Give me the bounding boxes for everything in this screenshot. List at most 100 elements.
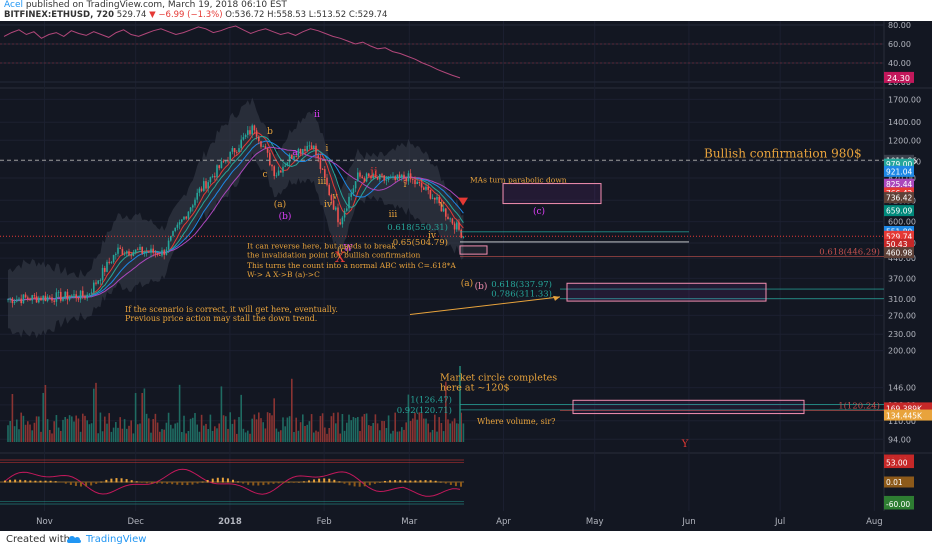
volume-bar (266, 412, 269, 442)
candle-body (277, 170, 280, 176)
candle-body (150, 248, 152, 253)
author-link[interactable]: Acel (4, 0, 23, 10)
price-scale-label: 600.00 (888, 218, 916, 227)
volume-bar (328, 427, 330, 442)
abc-annotation: This turns the count into a normal ABC w… (247, 261, 456, 270)
histogram-bar (14, 479, 17, 483)
histogram-bar (74, 482, 77, 486)
histogram-bar (297, 481, 300, 483)
candle-body (357, 172, 359, 182)
volume-bar (326, 433, 328, 442)
volume-bar (374, 414, 377, 442)
volume-bar (119, 417, 121, 442)
target-box-b (502, 183, 602, 205)
price-badge-label: 50.43 (886, 240, 908, 249)
volume-bar (104, 416, 106, 442)
volume-bar (42, 392, 44, 442)
volume-bar (280, 430, 282, 442)
candle-body (148, 251, 150, 253)
volume-bar (187, 430, 190, 442)
volume-bar (77, 418, 80, 442)
candle-body (368, 173, 370, 177)
volume-bar (288, 416, 291, 442)
candle-body (66, 291, 69, 300)
candle-body (64, 291, 66, 298)
candle-body (313, 145, 315, 149)
histogram-bar (145, 482, 148, 484)
histogram-bar (267, 482, 270, 485)
candle-body (172, 231, 174, 236)
volume-bar (82, 413, 84, 442)
volume-bar (11, 393, 14, 442)
histogram-bar (262, 482, 265, 486)
candle-body (440, 203, 443, 212)
candle-body (370, 176, 372, 179)
volume-bar (361, 416, 363, 442)
candle-body (128, 251, 130, 256)
volume-badge (884, 402, 932, 414)
histogram-bar (221, 477, 224, 483)
volume-bar (222, 415, 225, 442)
candle-body (458, 222, 460, 230)
volume-bar (196, 424, 198, 442)
candle-body (159, 255, 161, 256)
volume-bar (209, 414, 212, 442)
candle-body (297, 148, 300, 157)
volume-bar (299, 422, 302, 442)
histogram-bar (226, 478, 229, 483)
volume-bar (55, 415, 58, 442)
volume-bar (425, 418, 427, 442)
volume-bar (71, 416, 73, 442)
price-scale-label: 1700.00 (888, 95, 921, 104)
histogram-bar (171, 482, 174, 485)
price-badge (884, 158, 914, 170)
histogram-bar (338, 481, 341, 483)
chart-canvas[interactable]: Nov Dec 2018 Feb Mar Apr May Jun Jul Aug 80.00 60.0… (0, 21, 932, 531)
candle-body (68, 297, 71, 300)
candle-body (16, 299, 18, 302)
candle-body (242, 137, 245, 140)
wave-label: iii (389, 210, 398, 220)
candle-body (324, 169, 326, 178)
x-tick-label: Apr (496, 517, 511, 527)
candle-body (222, 161, 225, 163)
volume-bar (88, 424, 91, 442)
x-tick-label: 2018 (218, 517, 242, 527)
volume-bar (396, 431, 399, 442)
volume-bar (343, 430, 346, 442)
volume-bar (75, 415, 77, 442)
candle-body (167, 240, 170, 250)
volume-bar (427, 423, 429, 442)
histogram-bar (64, 482, 67, 484)
volume-bar (453, 418, 456, 442)
tradingview-link[interactable]: TradingView (86, 534, 147, 545)
candle-body (55, 292, 58, 302)
volume-bar (185, 433, 187, 442)
candle-body (189, 207, 192, 212)
volume-bar (194, 413, 196, 442)
candle-body (438, 196, 440, 204)
volume-bar (319, 415, 322, 442)
wave-label: (a) (274, 199, 286, 210)
candle-body (264, 146, 267, 148)
candle-body (306, 145, 308, 152)
candle-body (251, 125, 253, 135)
candle-body (203, 181, 205, 191)
volume-bar (205, 423, 207, 442)
histogram-bar (368, 482, 371, 486)
volume-bar (365, 413, 368, 442)
fibonacci-level-label: 0.618(337.97) (491, 279, 552, 290)
created-with-label: Created with (6, 534, 70, 545)
x-tick-label: Feb (317, 517, 332, 527)
histogram-bar (29, 480, 32, 483)
candle-body (447, 216, 449, 220)
candle-body (269, 152, 271, 166)
candle-body (152, 248, 154, 253)
moving-average-line (7, 140, 464, 302)
volume-bar (97, 433, 99, 442)
volume-bar (128, 425, 130, 442)
histogram-bar (69, 482, 72, 485)
candle-body (352, 188, 355, 194)
volume-bar (229, 412, 231, 442)
volume-bar (16, 419, 18, 442)
